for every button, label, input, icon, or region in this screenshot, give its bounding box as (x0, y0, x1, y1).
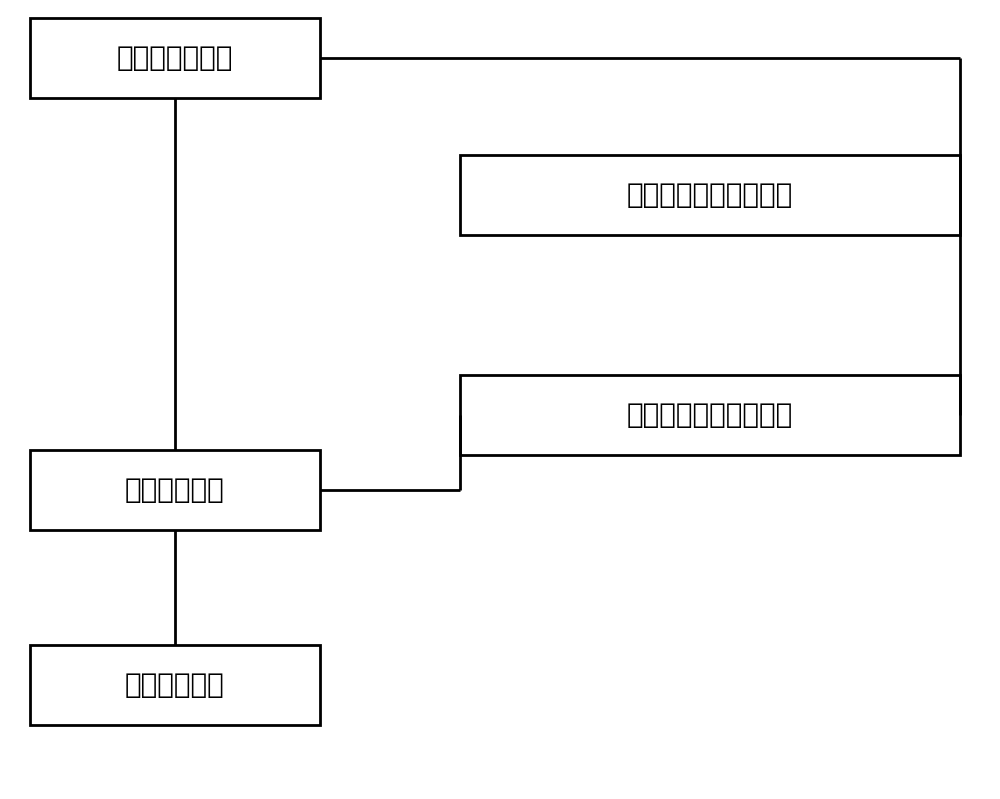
Bar (460, 155, 960, 235)
Text: 压力检测单元: 压力检测单元 (125, 476, 225, 504)
Bar (30, 450, 320, 530)
Bar (30, 645, 320, 725)
Bar (30, 18, 320, 98)
Text: 半导体器件驱动: 半导体器件驱动 (117, 44, 233, 72)
Text: 触压探针水平驱动单元: 触压探针水平驱动单元 (627, 181, 793, 209)
Bar (460, 375, 960, 455)
Text: 电气检测单元: 电气检测单元 (125, 671, 225, 699)
Text: 触压探针竖直驱动单元: 触压探针竖直驱动单元 (627, 401, 793, 429)
